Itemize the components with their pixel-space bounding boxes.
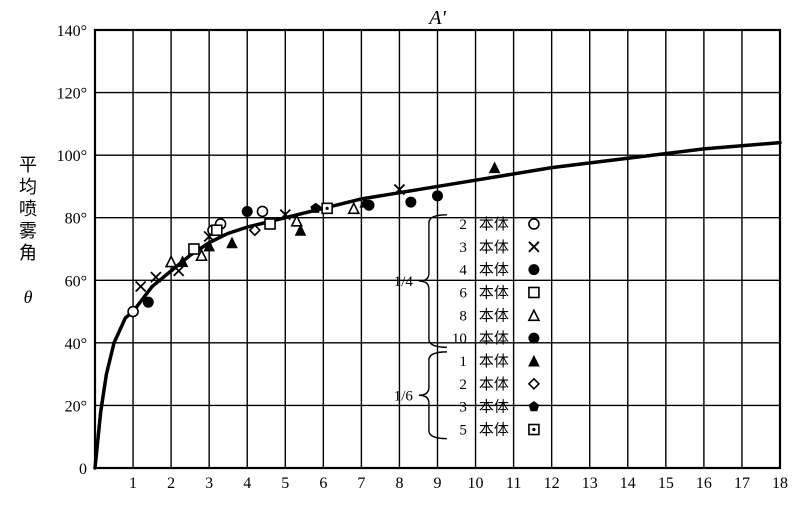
svg-text:4: 4 (459, 263, 467, 279)
svg-text:2: 2 (459, 217, 467, 233)
svg-text:120°: 120° (57, 86, 87, 103)
svg-text:1/4: 1/4 (394, 274, 414, 290)
svg-text:2: 2 (459, 377, 467, 393)
svg-text:40°: 40° (65, 336, 87, 353)
svg-text:7: 7 (357, 475, 365, 492)
chart-title: A' (427, 7, 446, 29)
svg-text:80°: 80° (65, 211, 87, 228)
svg-text:15: 15 (658, 475, 674, 492)
svg-text:60°: 60° (65, 273, 87, 290)
svg-text:本体: 本体 (479, 216, 509, 233)
svg-text:12: 12 (544, 475, 560, 492)
svg-text:本体: 本体 (479, 262, 509, 279)
svg-text:140°: 140° (57, 23, 87, 40)
svg-text:本体: 本体 (479, 330, 509, 347)
svg-text:0: 0 (79, 461, 87, 478)
svg-text:喷: 喷 (19, 199, 37, 219)
svg-text:2: 2 (167, 475, 175, 492)
svg-text:1: 1 (459, 354, 467, 370)
svg-text:本体: 本体 (479, 422, 509, 439)
svg-text:本体: 本体 (479, 353, 509, 370)
svg-text:18: 18 (772, 475, 788, 492)
svg-text:10: 10 (468, 475, 484, 492)
svg-text:100°: 100° (57, 148, 87, 165)
svg-text:θ: θ (24, 287, 33, 307)
svg-text:本体: 本体 (479, 376, 509, 393)
svg-text:14: 14 (620, 475, 636, 492)
svg-text:9: 9 (434, 475, 442, 492)
svg-text:8: 8 (459, 308, 467, 324)
svg-text:本体: 本体 (479, 239, 509, 256)
svg-text:本体: 本体 (479, 284, 509, 301)
svg-text:10: 10 (452, 331, 467, 347)
svg-text:平: 平 (19, 155, 37, 175)
svg-text:8: 8 (395, 475, 403, 492)
svg-text:5: 5 (281, 475, 289, 492)
svg-text:1/6: 1/6 (394, 388, 414, 404)
svg-text:均: 均 (19, 177, 37, 197)
svg-text:6: 6 (319, 475, 327, 492)
svg-text:16: 16 (696, 475, 712, 492)
svg-text:本体: 本体 (479, 307, 509, 324)
svg-text:11: 11 (506, 475, 521, 492)
svg-text:角: 角 (19, 243, 37, 263)
svg-text:3: 3 (205, 475, 213, 492)
svg-text:17: 17 (734, 475, 750, 492)
svg-text:20°: 20° (65, 398, 87, 415)
svg-text:1: 1 (129, 475, 137, 492)
svg-text:本体: 本体 (479, 399, 509, 416)
svg-text:3: 3 (459, 400, 467, 416)
svg-text:5: 5 (459, 423, 467, 439)
svg-text:3: 3 (459, 240, 467, 256)
svg-text:4: 4 (243, 475, 251, 492)
chart-container: 020°40°60°80°100°120°140°123456789101112… (0, 0, 795, 508)
svg-text:6: 6 (459, 285, 467, 301)
svg-text:13: 13 (582, 475, 598, 492)
svg-text:雾: 雾 (19, 221, 37, 241)
